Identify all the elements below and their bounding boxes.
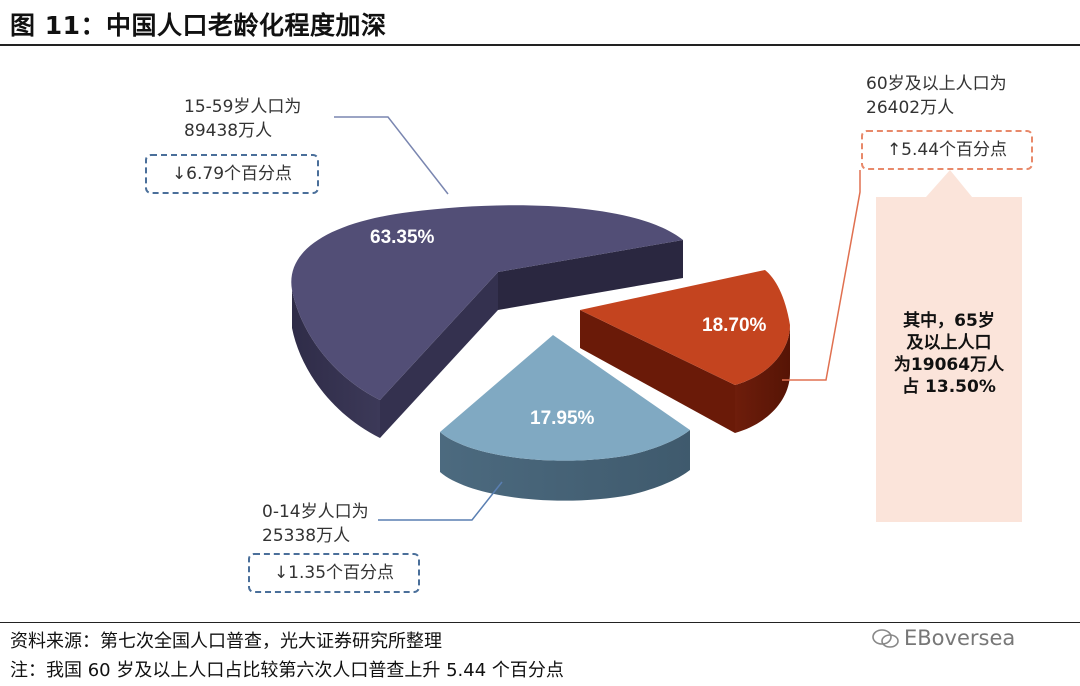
label-60plus-line1: 60岁及以上人口为 xyxy=(866,74,1007,94)
pie-slice-60plus-top xyxy=(580,270,790,385)
footnote: 注：我国 60 岁及以上人口占比较第六次人口普查上升 5.44 个百分点 xyxy=(10,660,564,681)
pie-slice-15-59-inner xyxy=(498,240,683,310)
chart-title: 图 11：中国人口老龄化程度加深 xyxy=(10,11,387,40)
leader-line-60plus xyxy=(782,170,861,381)
callout-line-3: 为19064万人 xyxy=(893,355,1005,375)
label-0-14-line1: 0-14岁人口为 xyxy=(262,502,369,522)
callout-pointer xyxy=(926,170,972,197)
footer-rule xyxy=(0,622,1080,623)
pie-slice-60plus xyxy=(580,270,790,433)
pie-slice-0-14-top xyxy=(440,335,690,461)
change-box-60plus: ↑5.44个百分点 xyxy=(861,130,1033,170)
pie-slice-15-59-inner2 xyxy=(380,272,498,438)
pie-slice-15-59-side xyxy=(292,290,380,438)
label-15-59-line2: 89438万人 xyxy=(184,121,273,141)
pie-slice-0-14-side xyxy=(440,430,690,501)
pie-slice-15-59-top xyxy=(291,205,683,400)
callout-text: 其中，65岁 及以上人口 为19064万人 占 13.50% xyxy=(876,310,1022,398)
change-box-0-14: ↓1.35个百分点 xyxy=(248,553,420,593)
pie-slice-15-59 xyxy=(291,205,683,438)
callout-line-1: 其中，65岁 xyxy=(903,311,995,331)
watermark: EBoversea xyxy=(872,626,1015,650)
pie-slice-0-14 xyxy=(440,335,690,501)
pct-label-0-14: 17.95% xyxy=(530,408,595,429)
change-box-15-59: ↓6.79个百分点 xyxy=(145,154,319,194)
callout-line-4: 占 13.50% xyxy=(902,377,996,397)
pie-slice-60plus-side xyxy=(580,310,735,433)
title-rule xyxy=(0,44,1080,46)
wechat-icon xyxy=(872,626,900,650)
leader-line-15-59 xyxy=(334,116,449,195)
leader-line-0-14 xyxy=(378,481,503,521)
label-0-14-line2: 25338万人 xyxy=(262,526,351,546)
pct-label-15-59: 63.35% xyxy=(370,227,435,248)
callout-panel xyxy=(876,197,1022,522)
pct-label-60plus: 18.70% xyxy=(702,315,767,336)
source-note: 资料来源：第七次全国人口普查，光大证券研究所整理 xyxy=(10,631,442,652)
label-15-59-line1: 15-59岁人口为 xyxy=(184,97,302,117)
callout-line-2: 及以上人口 xyxy=(906,333,992,353)
watermark-text: EBoversea xyxy=(904,626,1016,650)
label-60plus-line2: 26402万人 xyxy=(866,98,955,118)
pie-slice-60plus-side2 xyxy=(735,325,790,433)
